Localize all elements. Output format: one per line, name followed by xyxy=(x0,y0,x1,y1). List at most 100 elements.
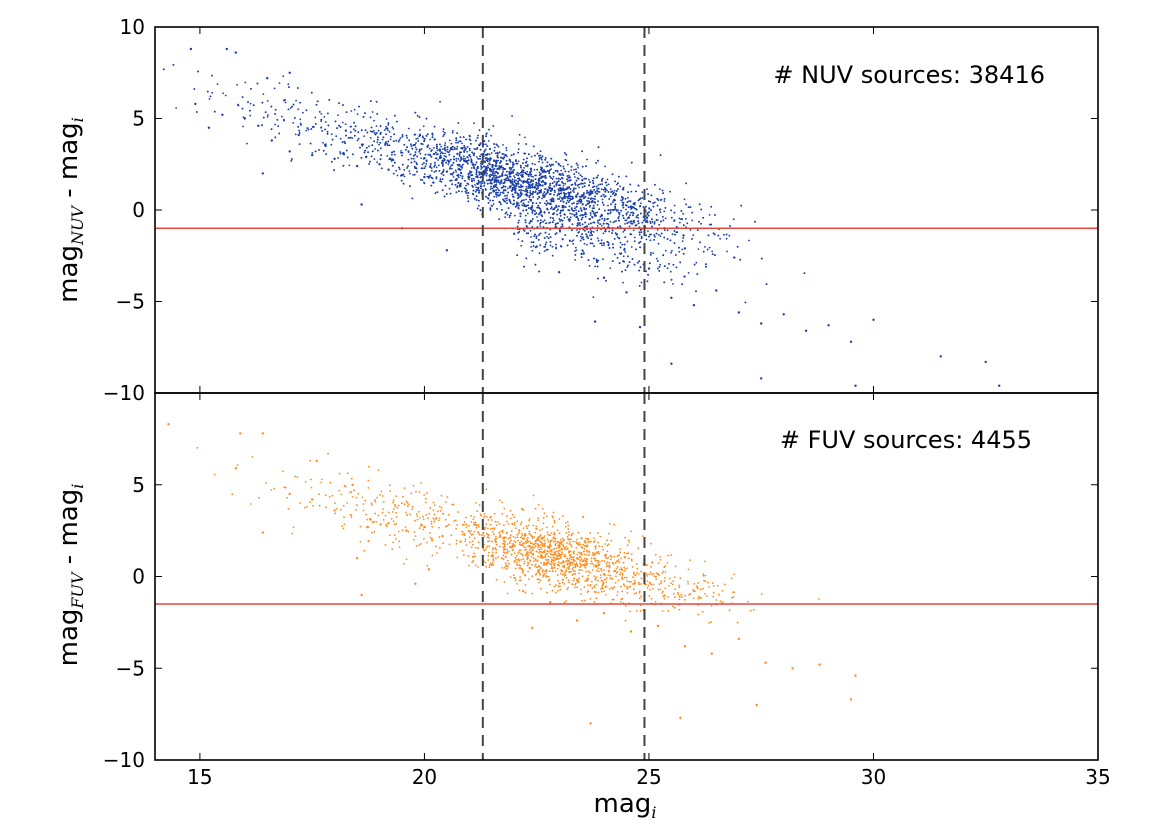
nuv-cloud-point xyxy=(583,213,586,216)
nuv-cloud-point xyxy=(656,267,659,270)
nuv-cloud-point xyxy=(646,212,649,215)
nuv-cloud-point xyxy=(629,214,631,217)
fuv-cloud-point xyxy=(455,542,458,545)
nuv-annotation: # NUV sources: 38416 xyxy=(773,61,1045,89)
nuv-cloud-point xyxy=(491,182,493,185)
fuv-cloud-point xyxy=(722,601,724,603)
nuv-cloud-point xyxy=(558,173,561,176)
nuv-cloud-point xyxy=(660,220,662,223)
nuv-cloud-point xyxy=(582,238,585,241)
nuv-cloud-point xyxy=(379,125,382,127)
fuv-cloud-point xyxy=(659,558,662,561)
fuv-cloud-point xyxy=(514,541,517,544)
nuv-cloud-point xyxy=(439,143,441,146)
nuv-cloud-point xyxy=(465,184,468,187)
nuv-cloud-point xyxy=(653,234,656,237)
nuv-cloud-point xyxy=(208,98,211,100)
nuv-cloud-point xyxy=(342,164,345,167)
nuv-cloud-point xyxy=(463,159,465,162)
nuv-cloud-point xyxy=(488,128,490,131)
nuv-cloud-point xyxy=(476,156,478,158)
nuv-cloud-point xyxy=(364,112,366,115)
fuv-cloud-point xyxy=(356,504,358,507)
nuv-cloud-point xyxy=(568,197,571,200)
fuv-cloud-point xyxy=(436,552,438,554)
nuv-cloud-point xyxy=(529,171,532,174)
nuv-cloud-point xyxy=(563,189,566,191)
nuv-cloud-point xyxy=(548,169,551,172)
nuv-cloud-point xyxy=(486,145,489,148)
nuv-data-point xyxy=(535,245,538,248)
nuv-cloud-point xyxy=(535,212,538,215)
nuv-cloud-point xyxy=(318,111,321,113)
nuv-cloud-point xyxy=(581,237,583,240)
nuv-cloud-point xyxy=(507,191,509,194)
nuv-cloud-point xyxy=(456,185,459,188)
nuv-cloud-point xyxy=(462,155,465,158)
nuv-cloud-point xyxy=(441,161,444,164)
nuv-cloud-point xyxy=(522,169,525,172)
nuv-cloud-point xyxy=(532,180,534,183)
nuv-cloud-point xyxy=(680,210,683,212)
nuv-cloud-point xyxy=(619,241,622,244)
nuv-data-point xyxy=(984,360,987,364)
nuv-cloud-point xyxy=(612,192,615,195)
nuv-data-point xyxy=(782,313,785,316)
nuv-cloud-point xyxy=(569,191,572,194)
fuv-cloud-point xyxy=(389,490,392,492)
fuv-cloud-point xyxy=(570,570,572,573)
nuv-cloud-point xyxy=(371,150,374,153)
nuv-cloud-point xyxy=(630,211,632,214)
nuv-cloud-point xyxy=(444,152,446,155)
fuv-cloud-point xyxy=(664,587,667,590)
nuv-cloud-point xyxy=(351,137,354,139)
nuv-cloud-point xyxy=(601,201,604,204)
nuv-cloud-point xyxy=(657,242,660,245)
nuv-cloud-point xyxy=(406,167,408,169)
nuv-cloud-point xyxy=(385,127,387,130)
nuv-cloud-point xyxy=(589,204,592,207)
nuv-cloud-point xyxy=(476,147,478,150)
nuv-cloud-point xyxy=(570,207,573,210)
fuv-cloud-point xyxy=(304,481,307,483)
nuv-cloud-point xyxy=(489,207,492,210)
nuv-cloud-point xyxy=(576,200,579,203)
nuv-cloud-point xyxy=(421,143,424,146)
nuv-cloud-point xyxy=(765,283,768,286)
nuv-cloud-point xyxy=(386,127,389,130)
nuv-cloud-point xyxy=(515,184,517,187)
nuv-data-point xyxy=(364,155,368,159)
nuv-cloud-point xyxy=(461,177,464,180)
nuv-cloud-point xyxy=(573,168,575,171)
fuv-cloud-point xyxy=(550,553,552,556)
nuv-cloud-point xyxy=(556,213,559,216)
fuv-cloud-point xyxy=(605,565,608,568)
nuv-cloud-point xyxy=(616,233,619,236)
nuv-cloud-point xyxy=(546,207,548,210)
nuv-cloud-point xyxy=(477,189,479,192)
nuv-cloud-point xyxy=(484,157,487,160)
nuv-cloud-point xyxy=(437,159,439,161)
fuv-cloud-point xyxy=(721,590,724,592)
nuv-cloud-point xyxy=(604,187,607,190)
nuv-cloud-point xyxy=(645,238,648,241)
nuv-cloud-point xyxy=(434,164,436,167)
fuv-cloud-point xyxy=(628,557,630,560)
nuv-cloud-point xyxy=(581,165,584,168)
fuv-cloud-point xyxy=(518,589,521,592)
fuv-cloud-point xyxy=(551,562,553,564)
nuv-cloud-point xyxy=(653,201,656,204)
nuv-cloud-point xyxy=(262,93,265,95)
nuv-data-point xyxy=(261,172,264,175)
nuv-cloud-point xyxy=(506,213,509,216)
nuv-cloud-point xyxy=(537,234,540,237)
nuv-cloud-point xyxy=(611,260,614,262)
fuv-cloud-point xyxy=(730,577,733,580)
nuv-cloud-point xyxy=(523,230,526,232)
nuv-cloud-point xyxy=(278,132,281,135)
nuv-cloud-point xyxy=(527,178,529,181)
nuv-data-point xyxy=(387,168,390,171)
nuv-cloud-point xyxy=(663,198,666,200)
nuv-cloud-point xyxy=(518,189,521,192)
nuv-cloud-point xyxy=(698,203,701,206)
